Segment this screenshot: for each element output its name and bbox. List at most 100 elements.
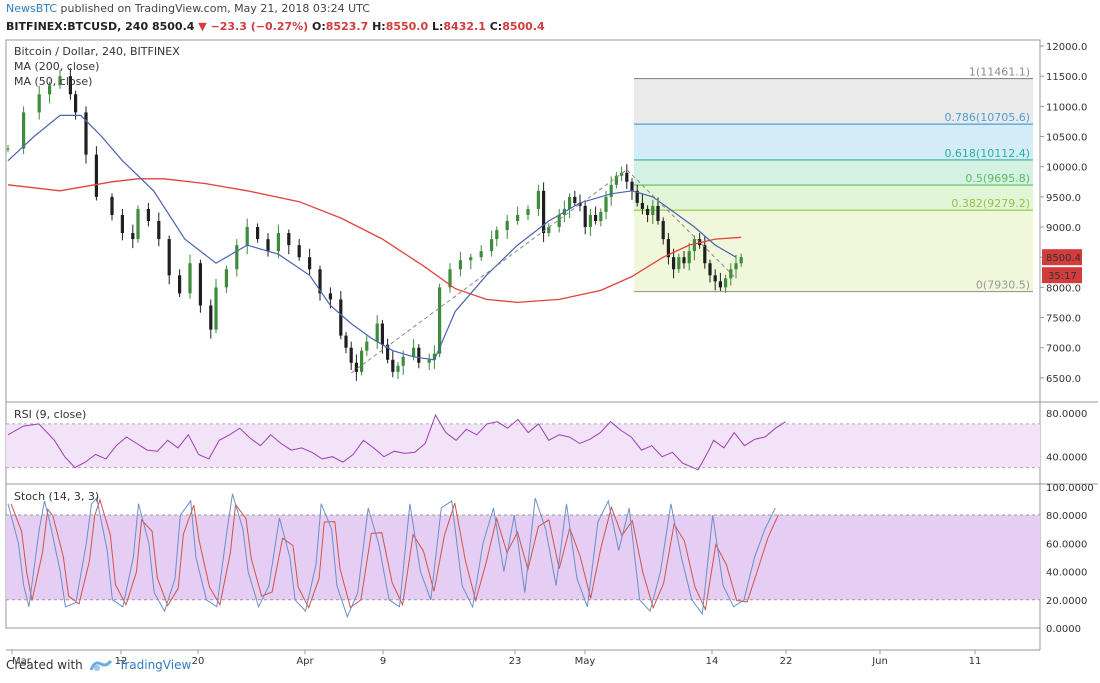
candle-body <box>417 347 421 363</box>
rsi-tick-label: 80.0000 <box>1046 409 1087 420</box>
candle-body <box>713 275 717 282</box>
fib-level-label: 0(7930.5) <box>976 279 1030 292</box>
open-label: O: <box>312 20 326 33</box>
candle-body <box>448 269 452 288</box>
publisher-name[interactable]: NewsBTC <box>6 2 58 15</box>
candle-body <box>458 260 462 270</box>
candle-body <box>58 76 62 86</box>
tradingview-logo-icon <box>89 659 112 671</box>
close-value: 8500.4 <box>502 20 545 33</box>
candle-body <box>396 365 400 372</box>
candle-body <box>427 359 431 363</box>
candle-body <box>349 347 353 363</box>
fib-level-label: 1(11461.1) <box>969 66 1030 79</box>
candle-body <box>224 269 228 288</box>
candle-body <box>536 190 540 209</box>
candle-body <box>542 190 546 234</box>
candle-body <box>178 275 182 294</box>
candle-body <box>677 257 681 270</box>
candle-body <box>375 323 379 342</box>
price-tick-label: 7000.0 <box>1046 344 1081 355</box>
fib-level-label: 0.5(9695.8) <box>965 172 1030 185</box>
time-tick-label: 14 <box>706 656 719 667</box>
symbol-label: BITFINEX:BTCUSD, 240 <box>6 20 149 33</box>
fib-zone-3 <box>634 185 1033 211</box>
created-with-text: Created with <box>6 658 83 672</box>
candle-body <box>588 214 592 228</box>
candle-body <box>245 227 249 246</box>
low-value: 8432.1 <box>443 20 486 33</box>
candle-body <box>235 245 239 270</box>
stoch-tick-label: 80.0000 <box>1046 511 1087 522</box>
candle-body <box>594 214 598 221</box>
time-tick-label: 20 <box>192 656 205 667</box>
price-change: −23.3 (−0.27%) <box>210 20 309 33</box>
candle-body <box>656 205 660 221</box>
stoch-tick-label: 40.0000 <box>1046 568 1087 579</box>
candle-body <box>599 211 603 221</box>
candle-body <box>276 233 280 252</box>
candle-body <box>708 263 712 276</box>
time-tick-label: 22 <box>780 656 793 667</box>
down-arrow-icon: ▼ <box>198 20 207 33</box>
candle-body <box>68 76 72 95</box>
price-tick-label: 8000.0 <box>1046 283 1081 294</box>
candle-body <box>703 245 707 264</box>
candle-body <box>630 181 634 191</box>
candle-body <box>131 233 135 240</box>
candle-body <box>609 184 613 197</box>
rsi-line <box>7 413 786 471</box>
stoch-k-line <box>7 493 776 619</box>
price-tick-label: 11500.0 <box>1046 72 1087 83</box>
candle-body <box>666 239 670 258</box>
time-tick-label: Apr <box>296 656 314 667</box>
candle-body <box>724 278 728 288</box>
tradingview-link[interactable]: TradingView <box>118 658 192 672</box>
candle-body <box>308 257 312 270</box>
fib-zone-2 <box>634 159 1033 186</box>
time-tick-label: 12 <box>115 656 128 667</box>
low-label: L: <box>431 20 444 33</box>
candle-body <box>84 112 88 155</box>
candle-body <box>614 175 618 185</box>
candle-body <box>412 347 416 357</box>
candle-body <box>318 269 322 294</box>
candle-body <box>360 350 364 372</box>
candle-body <box>432 353 436 360</box>
fib-zone-1 <box>634 124 1033 160</box>
candle-body <box>557 214 561 228</box>
published-text: published on TradingView.com, May 21, 20… <box>60 2 370 15</box>
candle-body <box>672 257 676 270</box>
countdown-tag: 35:17 <box>1048 271 1077 282</box>
candle-body <box>505 221 509 231</box>
candle-body <box>167 239 171 276</box>
stoch-tick-label: 0.0000 <box>1046 624 1081 635</box>
candle-body <box>729 269 733 279</box>
candle-body <box>380 323 384 345</box>
ma200-line <box>7 178 742 304</box>
time-tick-label: Mar <box>12 656 32 667</box>
price-tick-label: 9000.0 <box>1046 223 1081 234</box>
candle-body <box>391 359 395 372</box>
candle-body <box>479 251 483 258</box>
fib-zone-4 <box>634 210 1033 292</box>
candle-body <box>578 202 582 206</box>
stoch-tick-label: 20.0000 <box>1046 596 1087 607</box>
candle-body <box>401 356 405 366</box>
trend-line-dashed <box>350 169 737 374</box>
candle-body <box>469 257 473 261</box>
candle-body <box>110 196 114 215</box>
candle-body <box>146 208 150 221</box>
fib-zone-0 <box>634 78 1033 125</box>
candle-body <box>6 148 10 150</box>
candle-body <box>625 172 629 182</box>
fib-level-label: 0.618(10112.4) <box>944 147 1030 160</box>
candle-body <box>604 196 608 212</box>
publish-info: NewsBTC published on TradingView.com, Ma… <box>6 2 370 15</box>
stoch-d-line <box>10 498 779 612</box>
candle-body <box>136 208 140 240</box>
candle-body <box>339 299 343 336</box>
candle-body <box>287 233 291 246</box>
candle-body <box>188 263 192 294</box>
